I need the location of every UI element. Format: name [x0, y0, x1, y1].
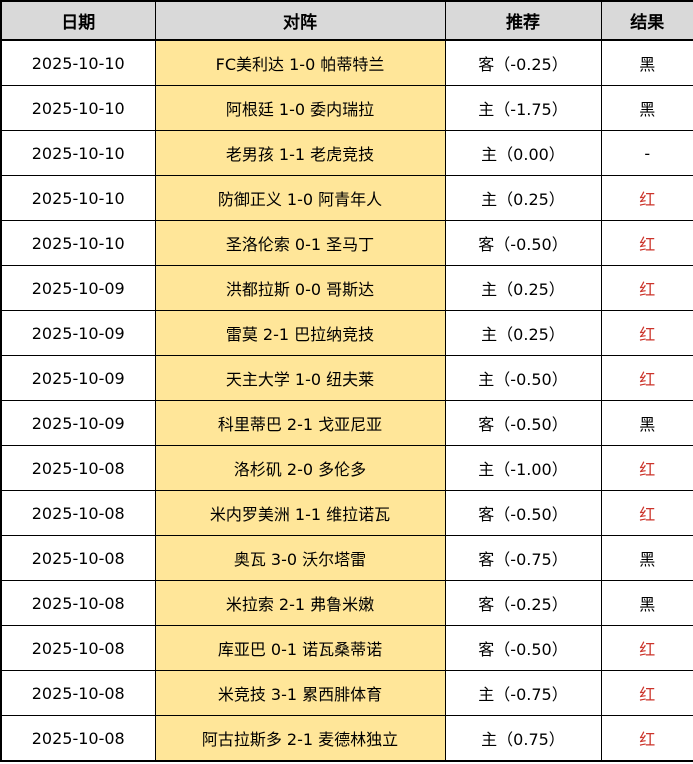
table-row: 2025-10-10 阿根廷 1-0 委内瑞拉 主（-1.75） 黑	[0, 85, 693, 131]
result-cell: 红	[600, 310, 693, 356]
table-row: 2025-10-08 阿古拉斯多 2-1 麦德林独立 主（0.75） 红	[0, 715, 693, 762]
tip-cell: 客（-0.50）	[444, 220, 602, 266]
date-cell: 2025-10-08	[0, 535, 156, 581]
match-cell: FC美利达 1-0 帕蒂特兰	[154, 39, 446, 86]
date-cell: 2025-10-09	[0, 310, 156, 356]
table-row: 2025-10-09 天主大学 1-0 纽夫莱 主（-0.50） 红	[0, 355, 693, 401]
table-body: 2025-10-10 FC美利达 1-0 帕蒂特兰 客（-0.25） 黑 202…	[0, 39, 693, 762]
result-cell: 红	[600, 220, 693, 266]
result-cell: 红	[600, 670, 693, 716]
result-cell: 黑	[600, 85, 693, 131]
table-row: 2025-10-09 洪都拉斯 0-0 哥斯达 主（0.25） 红	[0, 265, 693, 311]
table-row: 2025-10-10 老男孩 1-1 老虎竞技 主（0.00） -	[0, 130, 693, 176]
match-cell: 奥瓦 3-0 沃尔塔雷	[154, 535, 446, 581]
result-cell: 红	[600, 265, 693, 311]
match-cell: 米拉索 2-1 弗鲁米嫩	[154, 580, 446, 626]
result-cell: 红	[600, 445, 693, 491]
match-cell: 老男孩 1-1 老虎竞技	[154, 130, 446, 176]
date-cell: 2025-10-08	[0, 715, 156, 762]
date-cell: 2025-10-10	[0, 130, 156, 176]
match-cell: 雷莫 2-1 巴拉纳竞技	[154, 310, 446, 356]
tip-cell: 客（-0.25）	[444, 39, 602, 86]
table-row: 2025-10-08 米拉索 2-1 弗鲁米嫩 客（-0.25） 黑	[0, 580, 693, 626]
result-cell: -	[600, 130, 693, 176]
table-row: 2025-10-08 库亚巴 0-1 诺瓦桑蒂诺 客（-0.50） 红	[0, 625, 693, 671]
result-cell: 红	[600, 490, 693, 536]
match-cell: 天主大学 1-0 纽夫莱	[154, 355, 446, 401]
result-cell: 黑	[600, 535, 693, 581]
table-row: 2025-10-09 科里蒂巴 2-1 戈亚尼亚 客（-0.50） 黑	[0, 400, 693, 446]
tip-cell: 客（-0.50）	[444, 400, 602, 446]
date-cell: 2025-10-09	[0, 265, 156, 311]
tip-cell: 主（-0.75）	[444, 670, 602, 716]
table-row: 2025-10-08 洛杉矶 2-0 多伦多 主（-1.00） 红	[0, 445, 693, 491]
date-cell: 2025-10-10	[0, 175, 156, 221]
tip-cell: 主（0.00）	[444, 130, 602, 176]
match-cell: 米内罗美洲 1-1 维拉诺瓦	[154, 490, 446, 536]
result-cell: 红	[600, 625, 693, 671]
match-cell: 阿根廷 1-0 委内瑞拉	[154, 85, 446, 131]
match-cell: 圣洛伦索 0-1 圣马丁	[154, 220, 446, 266]
table-row: 2025-10-08 米竞技 3-1 累西腓体育 主（-0.75） 红	[0, 670, 693, 716]
tip-cell: 客（-0.50）	[444, 625, 602, 671]
date-cell: 2025-10-10	[0, 39, 156, 86]
match-cell: 洪都拉斯 0-0 哥斯达	[154, 265, 446, 311]
tip-cell: 主（-1.00）	[444, 445, 602, 491]
tip-cell: 主（-0.50）	[444, 355, 602, 401]
match-cell: 阿古拉斯多 2-1 麦德林独立	[154, 715, 446, 762]
date-cell: 2025-10-09	[0, 400, 156, 446]
match-cell: 科里蒂巴 2-1 戈亚尼亚	[154, 400, 446, 446]
header-row: 日期 对阵 推荐 结果	[0, 0, 693, 41]
match-cell: 防御正义 1-0 阿青年人	[154, 175, 446, 221]
tip-cell: 主（-1.75）	[444, 85, 602, 131]
tip-cell: 主（0.25）	[444, 265, 602, 311]
match-cell: 库亚巴 0-1 诺瓦桑蒂诺	[154, 625, 446, 671]
date-cell: 2025-10-08	[0, 490, 156, 536]
tip-cell: 主（0.75）	[444, 715, 602, 762]
date-cell: 2025-10-08	[0, 580, 156, 626]
result-cell: 黑	[600, 580, 693, 626]
column-header-match: 对阵	[154, 0, 446, 41]
tip-cell: 主（0.25）	[444, 310, 602, 356]
table-row: 2025-10-10 圣洛伦索 0-1 圣马丁 客（-0.50） 红	[0, 220, 693, 266]
date-cell: 2025-10-08	[0, 670, 156, 716]
table-row: 2025-10-09 雷莫 2-1 巴拉纳竞技 主（0.25） 红	[0, 310, 693, 356]
date-cell: 2025-10-09	[0, 355, 156, 401]
column-header-result: 结果	[600, 0, 693, 41]
date-cell: 2025-10-10	[0, 220, 156, 266]
match-cell: 米竞技 3-1 累西腓体育	[154, 670, 446, 716]
table-row: 2025-10-10 防御正义 1-0 阿青年人 主（0.25） 红	[0, 175, 693, 221]
date-cell: 2025-10-08	[0, 625, 156, 671]
table-row: 2025-10-08 奥瓦 3-0 沃尔塔雷 客（-0.75） 黑	[0, 535, 693, 581]
column-header-date: 日期	[0, 0, 156, 41]
result-cell: 红	[600, 355, 693, 401]
table-row: 2025-10-08 米内罗美洲 1-1 维拉诺瓦 客（-0.50） 红	[0, 490, 693, 536]
tip-cell: 主（0.25）	[444, 175, 602, 221]
table-row: 2025-10-10 FC美利达 1-0 帕蒂特兰 客（-0.25） 黑	[0, 39, 693, 86]
date-cell: 2025-10-08	[0, 445, 156, 491]
column-header-tip: 推荐	[444, 0, 602, 41]
result-cell: 红	[600, 715, 693, 762]
result-cell: 黑	[600, 39, 693, 86]
tip-cell: 客（-0.75）	[444, 535, 602, 581]
result-cell: 红	[600, 175, 693, 221]
result-cell: 黑	[600, 400, 693, 446]
tip-cell: 客（-0.50）	[444, 490, 602, 536]
match-cell: 洛杉矶 2-0 多伦多	[154, 445, 446, 491]
date-cell: 2025-10-10	[0, 85, 156, 131]
tip-cell: 客（-0.25）	[444, 580, 602, 626]
